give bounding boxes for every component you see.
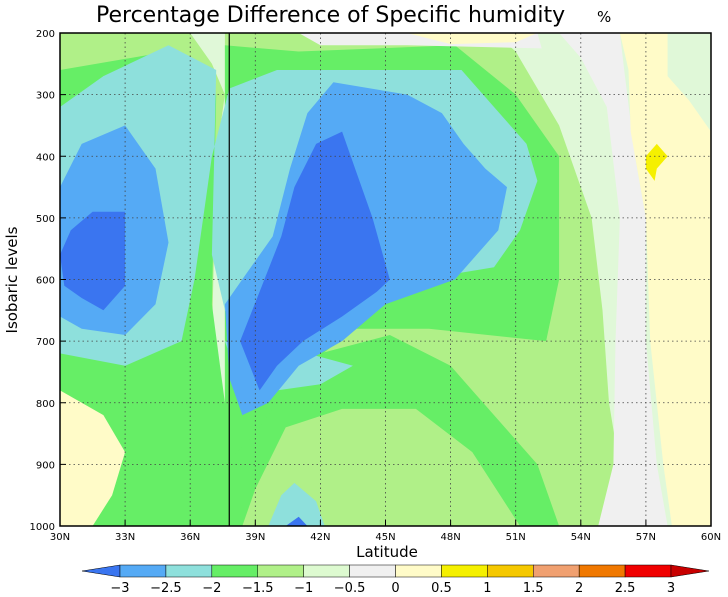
contour-region <box>60 390 126 526</box>
y-tick-label: 200 <box>36 29 55 40</box>
contour-region <box>60 211 126 311</box>
y-tick-label: 900 <box>36 460 55 471</box>
colorbar-label: 1.5 <box>523 581 544 596</box>
contour-region <box>240 131 390 391</box>
colorbar-label: −3 <box>110 581 129 596</box>
y-tick-label: 400 <box>36 152 55 163</box>
contour-region <box>645 143 668 181</box>
colorbar <box>81 564 710 578</box>
y-tick-label: 300 <box>36 91 55 102</box>
colorbar-swatch <box>533 564 580 578</box>
colorbar-swatch <box>257 564 304 578</box>
colorbar-swatch <box>303 564 350 578</box>
y-tick-label: 800 <box>36 399 55 410</box>
x-tick-label: 54N <box>571 532 591 543</box>
x-tick-label: 48N <box>440 532 460 543</box>
x-tick-label: 30N <box>50 532 70 543</box>
y-tick-label: 500 <box>36 214 55 225</box>
contour-region <box>407 33 538 45</box>
colorbar-label: −1.5 <box>242 581 274 596</box>
contour-region <box>559 33 668 526</box>
x-tick-label: 45N <box>375 532 395 543</box>
colorbar-low-arrow <box>81 564 121 578</box>
colorbar-swatch <box>624 564 672 578</box>
colorbar-label: −0.5 <box>334 581 366 596</box>
colorbar-label: −2 <box>202 581 221 596</box>
colorbar-swatch <box>487 564 534 578</box>
colorbar-label: 2.5 <box>615 581 636 596</box>
contour-region <box>285 516 308 526</box>
colorbar-label: −2.5 <box>150 581 182 596</box>
chart-title: Percentage Difference of Specific humidi… <box>96 3 565 28</box>
colorbar-swatch <box>165 564 213 578</box>
colorbar-swatch <box>578 564 626 578</box>
x-tick-label: 60N <box>701 532 721 543</box>
y-tick-label: 1000 <box>30 522 55 533</box>
colorbar-label: 0 <box>391 581 399 596</box>
colorbar-high-arrow <box>670 564 710 578</box>
x-tick-label: 51N <box>506 532 526 543</box>
colorbar-label: 2 <box>575 581 583 596</box>
contour-region <box>619 33 711 526</box>
colorbar-swatch <box>211 564 258 578</box>
contour-region <box>268 482 325 526</box>
x-tick-label: 39N <box>245 532 265 543</box>
x-axis: 30N 33N 36N 39N 42N 45N 48N 51N 54N 57N 60N <box>50 520 721 543</box>
colorbar-swatch <box>119 564 167 578</box>
colorbar-swatch <box>441 564 488 578</box>
x-tick-label: 36N <box>180 532 200 543</box>
y-axis-label: Isobaric levels <box>3 226 21 333</box>
colorbar-label: 0.5 <box>431 581 452 596</box>
colorbar-label: 3 <box>667 581 675 596</box>
x-tick-label: 42N <box>310 532 330 543</box>
y-axis: 200 300 400 500 600 700 800 900 1000 <box>30 29 66 533</box>
colorbar-swatch <box>395 564 442 578</box>
chart-title-unit: % <box>597 8 611 26</box>
colorbar-labels: −3 −2.5 −2 −1.5 −1 −0.5 0 0.5 1 1.5 2 2.5 3 <box>110 581 675 596</box>
x-tick-label: 57N <box>636 532 656 543</box>
colorbar-label: 1 <box>483 581 491 596</box>
gridlines <box>60 33 711 526</box>
colorbar-swatch <box>349 564 396 578</box>
y-tick-label: 700 <box>36 337 55 348</box>
x-tick-label: 33N <box>115 532 135 543</box>
colorbar-label: −1 <box>294 581 313 596</box>
x-axis-label: Latitude <box>356 543 418 561</box>
y-tick-label: 600 <box>36 276 55 287</box>
